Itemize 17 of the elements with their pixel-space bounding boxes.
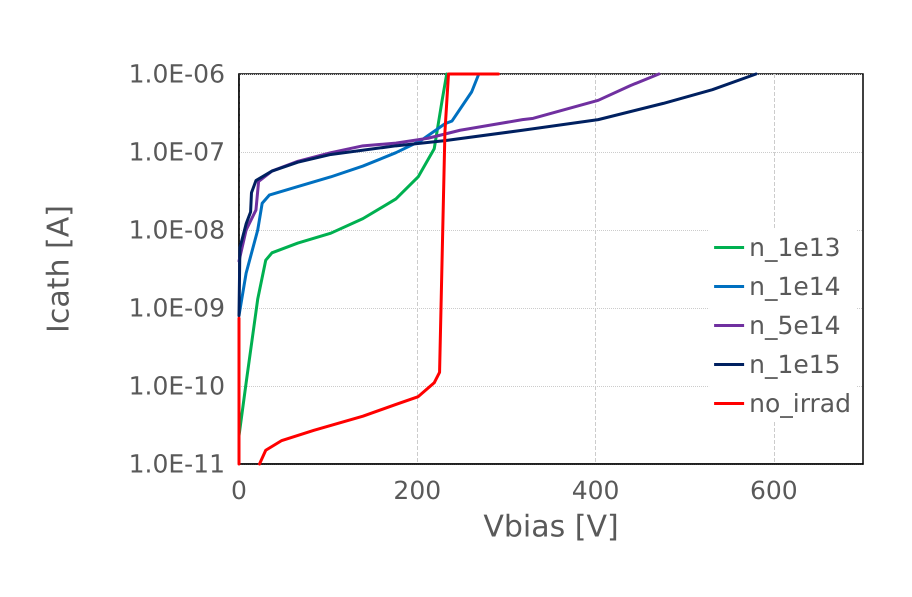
legend-label: no_irrad — [749, 389, 852, 418]
x-axis-title: Vbias [V] — [483, 510, 619, 544]
legend-label: n_5e14 — [749, 311, 841, 340]
legend-label: n_1e13 — [749, 233, 841, 262]
y-tick-label: 1.0E-06 — [128, 60, 225, 88]
x-tick-label: 400 — [572, 476, 620, 505]
legend-label: n_1e14 — [749, 272, 841, 301]
x-tick-label: 600 — [750, 476, 798, 505]
y-axis-title: Icath [A] — [42, 205, 76, 333]
legend-label: n_1e15 — [749, 350, 841, 379]
y-tick-label: 1.0E-07 — [128, 138, 225, 166]
y-tick-label: 1.0E-11 — [128, 450, 225, 478]
x-tick-label: 0 — [231, 476, 247, 505]
x-tick-label: 200 — [393, 476, 442, 505]
y-tick-label: 1.0E-09 — [128, 294, 225, 322]
y-tick-label: 1.0E-10 — [128, 372, 225, 400]
y-tick-label: 1.0E-08 — [128, 216, 225, 244]
